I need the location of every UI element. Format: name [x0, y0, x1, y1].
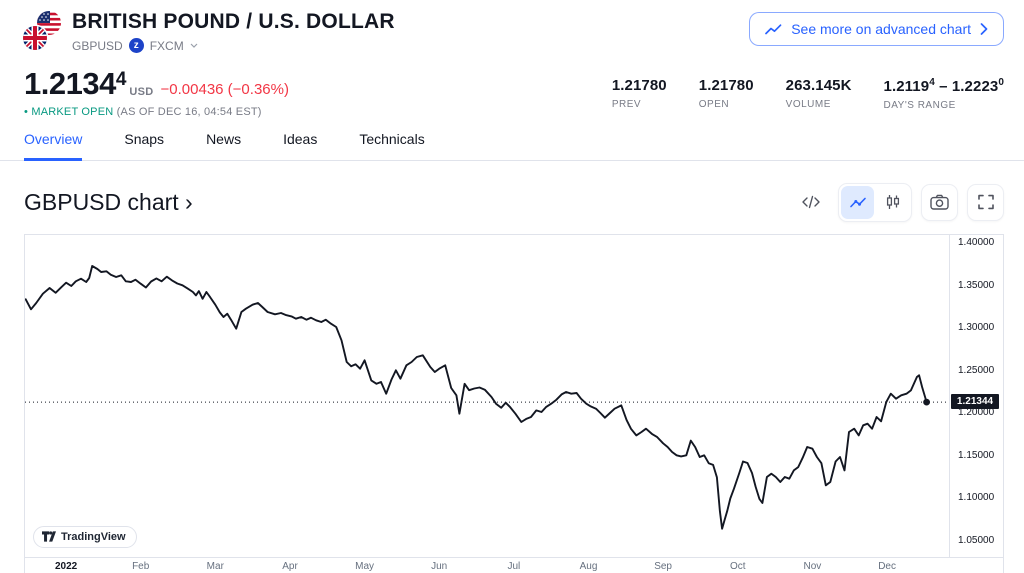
line-chart-icon	[765, 23, 782, 35]
y-axis-label: 1.25000	[958, 364, 995, 376]
page-header: BRITISH POUND / U.S. DOLLAR GBPUSD z FXC…	[0, 0, 1024, 57]
tab-news[interactable]: News	[206, 130, 242, 147]
advanced-chart-button[interactable]: See more on advanced chart	[749, 12, 1004, 46]
chart-toolbar	[797, 182, 1004, 222]
stat-label: OPEN	[698, 99, 730, 110]
x-axis-label: Nov	[803, 560, 822, 572]
chart-title-link[interactable]: GBPUSD chart ›	[24, 188, 193, 215]
chart-widget: TradingView 1.40000 1.35000 1.30000 1.25000…	[24, 233, 1004, 573]
embed-code-button[interactable]	[797, 190, 825, 214]
current-price-badge: 1.21344	[951, 393, 999, 409]
chevron-right-icon	[980, 23, 988, 35]
last-price-dot	[923, 398, 930, 406]
tab-overview[interactable]: Overview	[24, 131, 83, 161]
stat-value: 263.145K	[785, 77, 852, 94]
x-axis-label: Oct	[730, 560, 746, 572]
stat-value: 1.21194 – 1.22230	[883, 77, 1004, 95]
instrument-header: BRITISH POUND / U.S. DOLLAR GBPUSD z FXC…	[21, 10, 395, 57]
line-chart-icon	[849, 196, 867, 209]
y-axis-label: 1.20000	[958, 407, 995, 419]
stat-label: DAY'S RANGE	[883, 100, 956, 111]
market-status-label: MARKET OPEN	[31, 105, 114, 118]
tab-technicals[interactable]: Technicals	[359, 130, 425, 147]
stat-value: 1.21780	[611, 77, 667, 94]
chart-type-toggle	[838, 182, 912, 222]
last-price-fraction: 4	[115, 69, 127, 90]
y-axis-label: 1.35000	[958, 279, 995, 291]
price-display: 1.2134 4 USD −0.00436 (−0.36%)	[24, 66, 289, 101]
x-axis-label: Feb	[132, 560, 150, 572]
x-axis-label: Sep	[654, 560, 672, 572]
tradingview-attribution-link[interactable]: TradingView	[33, 525, 137, 548]
price-line-series	[25, 264, 928, 530]
stat-prev: 1.21780 PREV	[612, 77, 667, 118]
x-axis-label: Dec	[878, 560, 896, 572]
market-status-detail: (AS OF DEC 16, 04:54 EST)	[116, 105, 262, 118]
x-axis-label: 2022	[54, 560, 78, 572]
stat-label: PREV	[611, 99, 642, 110]
y-axis-label: 1.10000	[958, 492, 995, 504]
candlestick-chart-type-button[interactable]	[876, 185, 909, 219]
code-icon	[801, 194, 821, 210]
stat-label: VOLUME	[785, 99, 831, 110]
y-axis-label: 1.15000	[958, 449, 995, 461]
camera-icon	[930, 194, 949, 210]
market-status: • MARKET OPEN (AS OF DEC 16, 04:54 EST)	[24, 106, 289, 118]
tradingview-label: TradingView	[61, 530, 126, 543]
exchange-logo-icon: z	[128, 38, 144, 53]
tab-ideas[interactable]: Ideas	[283, 130, 318, 147]
price-change: −0.00436 (−0.36%)	[160, 80, 289, 98]
stat-volume: 263.145K VOLUME	[786, 77, 852, 118]
last-price: 1.2134	[24, 66, 116, 101]
x-axis-label: Jul	[507, 560, 521, 572]
key-stats: 1.21780 PREV 1.21780 OPEN 263.145K VOLUM…	[612, 70, 1004, 118]
tradingview-logo-icon	[42, 531, 56, 542]
chart-plot-area[interactable]: TradingView	[25, 235, 949, 557]
exchange-name: FXCM	[149, 38, 184, 53]
page-title: BRITISH POUND / U.S. DOLLAR	[72, 10, 395, 33]
candlestick-icon	[885, 194, 901, 210]
price-currency: USD	[129, 85, 154, 98]
y-axis-label: 1.05000	[958, 534, 995, 546]
x-axis-label: Jun	[431, 560, 448, 572]
time-scale-axis[interactable]: 2022 Feb Mar Apr May Jun Jul Aug Sep Oct Nov Dec	[25, 556, 1003, 573]
stat-open: 1.21780 OPEN	[699, 77, 754, 118]
quote-section: 1.2134 4 USD −0.00436 (−0.36%) • MARKET …	[0, 57, 1024, 118]
advanced-chart-button-label: See more on advanced chart	[791, 21, 971, 37]
y-axis-label: 1.40000	[958, 237, 995, 249]
stat-value: 1.21780	[698, 77, 754, 94]
tab-snaps[interactable]: Snaps	[124, 130, 165, 147]
market-status-dot: •	[24, 105, 29, 118]
fullscreen-button[interactable]	[967, 183, 1004, 221]
fullscreen-icon	[977, 194, 994, 210]
price-scale-axis[interactable]: 1.40000 1.35000 1.30000 1.25000 1.20000 1.150…	[949, 234, 1003, 557]
x-axis-label: Apr	[282, 560, 298, 572]
chart-header: GBPUSD chart ›	[0, 161, 1024, 234]
section-tabs: Overview Snaps News Ideas Technicals	[0, 118, 1024, 161]
x-axis-label: Mar	[206, 560, 224, 572]
symbol-ticker: GBPUSD	[72, 38, 123, 53]
line-chart-type-button[interactable]	[841, 185, 874, 219]
currency-pair-flags-icon	[21, 10, 62, 57]
x-axis-label: May	[355, 560, 375, 572]
price-chart[interactable]	[25, 235, 949, 557]
y-axis-label: 1.30000	[958, 322, 995, 334]
exchange-dropdown-chevron-icon[interactable]	[190, 43, 198, 48]
x-axis-label: Aug	[579, 560, 598, 572]
snapshot-button[interactable]	[921, 183, 958, 221]
stat-days-range: 1.21194 – 1.22230 DAY'S RANGE	[884, 77, 1004, 118]
